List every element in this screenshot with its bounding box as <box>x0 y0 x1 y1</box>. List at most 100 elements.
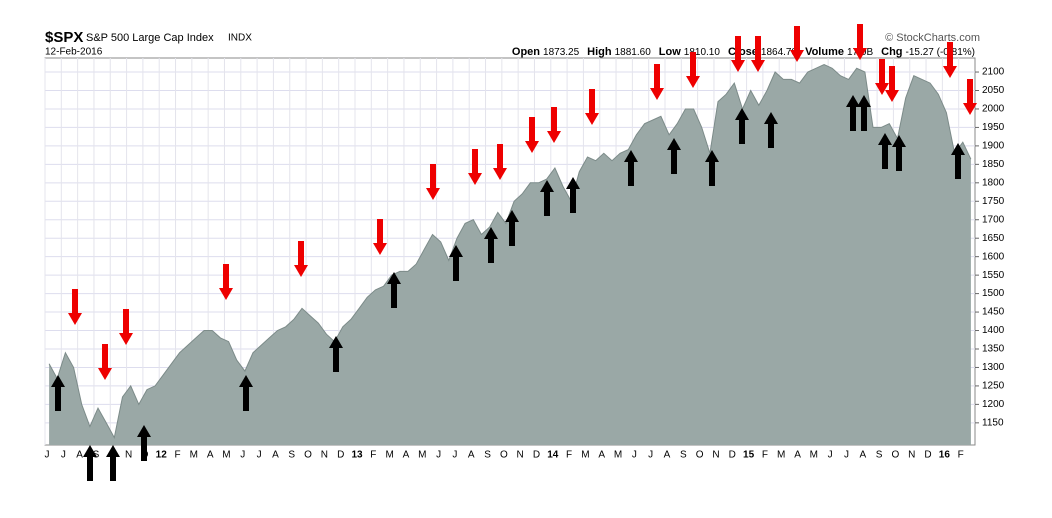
x-tick-label: 12 <box>156 450 168 461</box>
x-tick-label: D <box>924 450 931 461</box>
y-tick-label: 2100 <box>982 67 1005 78</box>
y-tick-label: 1950 <box>982 122 1005 133</box>
x-tick-label: S <box>680 450 687 461</box>
sell-arrow <box>98 344 112 380</box>
sell-arrow <box>875 59 889 95</box>
x-tick-label: D <box>533 450 540 461</box>
x-tick-label: M <box>418 450 426 461</box>
sell-arrow <box>963 79 977 115</box>
buy-arrow <box>540 180 554 216</box>
exchange: INDX <box>228 33 252 44</box>
index-name: S&P 500 Large Cap Index <box>86 32 214 44</box>
x-tick-label: J <box>844 450 849 461</box>
buy-arrow <box>137 425 151 461</box>
x-tick-label: S <box>93 450 100 461</box>
buy-arrow <box>735 108 749 144</box>
x-tick-label: S <box>484 450 491 461</box>
sell-arrow <box>650 64 664 100</box>
ticker: $SPX <box>45 29 83 46</box>
buy-arrow <box>878 133 892 169</box>
y-tick-label: 1800 <box>982 177 1005 188</box>
sell-arrow <box>731 36 745 72</box>
sell-arrow <box>686 52 700 88</box>
sell-arrow <box>751 36 765 72</box>
x-tick-label: F <box>174 450 180 461</box>
y-tick-label: 1250 <box>982 381 1005 392</box>
y-tick-label: 1450 <box>982 307 1005 318</box>
y-tick-label: 1400 <box>982 325 1005 336</box>
x-tick-label: M <box>810 450 818 461</box>
x-tick-label: 15 <box>743 450 755 461</box>
x-tick-label: A <box>272 450 279 461</box>
x-tick-label: J <box>828 450 833 461</box>
sell-arrow <box>119 309 133 345</box>
buy-arrow <box>83 445 97 481</box>
sell-arrow <box>294 241 308 277</box>
buy-arrow <box>705 150 719 186</box>
x-tick-label: D <box>337 450 344 461</box>
y-tick-label: 1600 <box>982 251 1005 262</box>
sell-arrow <box>943 42 957 78</box>
buy-arrow <box>846 95 860 131</box>
buy-arrow <box>667 138 681 174</box>
y-tick-label: 1700 <box>982 214 1005 225</box>
sell-arrow <box>426 164 440 200</box>
x-tick-label: S <box>876 450 883 461</box>
x-tick-label: A <box>598 450 605 461</box>
quote: Open 1873.25 High 1881.60 Low 1810.10 Close 186… <box>512 46 975 58</box>
y-tick-label: 1850 <box>982 159 1005 170</box>
line <box>48 64 972 440</box>
quote-value: 1864.78 <box>761 47 798 58</box>
x-tick-label: O <box>696 450 704 461</box>
sell-arrow <box>585 89 599 125</box>
sell-arrow <box>885 66 899 102</box>
sell-arrow <box>493 144 507 180</box>
y-tick-label: 1900 <box>982 141 1005 152</box>
x-tick-label: J <box>648 450 653 461</box>
quote-value: 1810.10 <box>684 47 721 58</box>
buy-arrow <box>449 245 463 281</box>
x-tick-label: N <box>712 450 719 461</box>
x-tick-label: F <box>762 450 768 461</box>
x-tick-label: N <box>321 450 328 461</box>
quote-label: Chg <box>881 46 902 58</box>
buy-arrow <box>239 375 253 411</box>
x-tick-label: 14 <box>547 450 559 461</box>
x-tick-label: N <box>517 450 524 461</box>
x-tick-label: M <box>385 450 393 461</box>
sell-arrow <box>68 289 82 325</box>
buy-arrow <box>51 375 65 411</box>
buy-arrow <box>951 143 965 179</box>
x-tick-label: M <box>222 450 230 461</box>
x-tick-label: O <box>500 450 508 461</box>
x-tick-label: O <box>892 450 900 461</box>
x-tick-label: M <box>581 450 589 461</box>
y-tick-label: 1750 <box>982 196 1005 207</box>
x-tick-label: J <box>436 450 441 461</box>
x-tick-label: J <box>452 450 457 461</box>
buy-arrow <box>624 150 638 186</box>
x-tick-label: A <box>207 450 214 461</box>
y-tick-label: 1500 <box>982 288 1005 299</box>
buy-arrow <box>857 95 871 131</box>
x-tick-label: A <box>859 450 866 461</box>
buy-arrow <box>566 177 580 213</box>
quote-label: High <box>587 46 612 58</box>
x-tick-label: F <box>958 450 964 461</box>
x-tick-label: S <box>288 450 295 461</box>
x-tick-label: J <box>61 450 66 461</box>
x-tick-label: D <box>729 450 736 461</box>
x-tick-label: O <box>304 450 312 461</box>
x-tick-label: J <box>257 450 262 461</box>
x-tick-label: N <box>125 450 132 461</box>
date: 12-Feb-2016 <box>45 47 103 58</box>
y-tick-label: 2000 <box>982 104 1005 115</box>
sell-arrow <box>853 24 867 60</box>
quote-label: Volume <box>805 46 844 58</box>
y-tick-label: 1150 <box>982 417 1004 428</box>
y-tick-label: 1650 <box>982 233 1005 244</box>
x-tick-label: M <box>190 450 198 461</box>
x-tick-label: J <box>45 450 50 461</box>
sell-arrow <box>547 107 561 143</box>
